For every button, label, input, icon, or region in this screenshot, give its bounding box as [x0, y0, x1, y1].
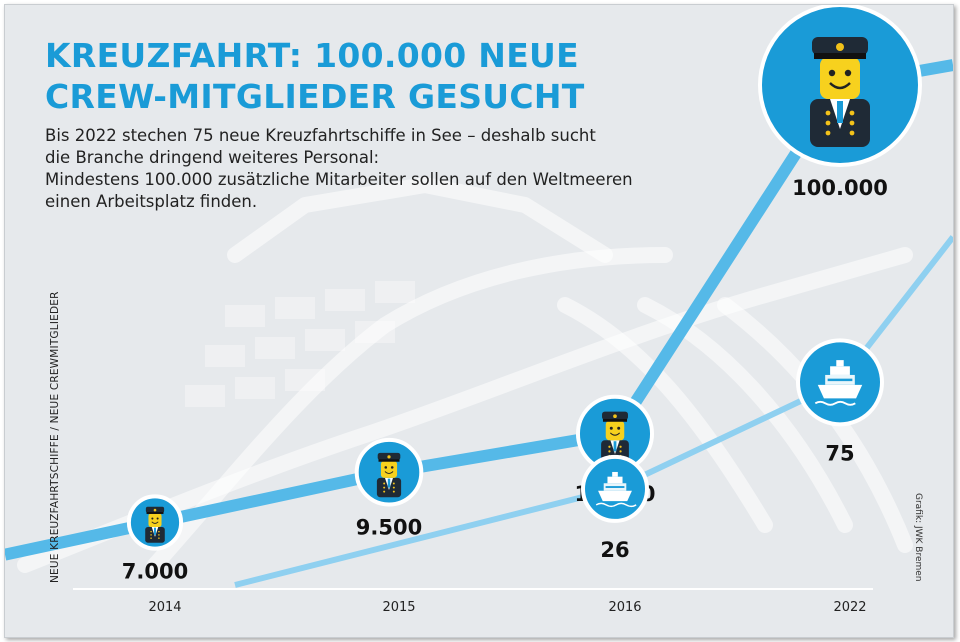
crew-value-label: 9.500 [356, 516, 422, 540]
ship-data-point [581, 454, 649, 523]
crew-data-point [354, 437, 424, 507]
page-title: KREUZFAHRT: 100.000 NEUE CREW-MITGLIEDER… [45, 35, 685, 117]
crew-value-label: 100.000 [792, 176, 888, 200]
x-tick-label: 2016 [608, 600, 641, 615]
x-tick-label: 2015 [382, 600, 415, 615]
chart-plot: 7.0009.50012.000100.00026752014201520162… [5, 5, 953, 615]
series-line-ships [234, 235, 953, 588]
crew-captain-icon [376, 452, 402, 498]
infographic-frame: 7.0009.50012.000100.00026752014201520162… [4, 4, 954, 638]
intro-line: Bis 2022 stechen 75 neue Kreuzfahrtschif… [45, 126, 596, 145]
crew-captain-icon [810, 37, 870, 147]
title-line-1: KREUZFAHRT: 100.000 NEUE [45, 36, 579, 75]
crew-captain-icon [145, 506, 165, 543]
title-line-2: CREW-MITGLIEDER GESUCHT [45, 77, 585, 116]
ship-data-point [796, 338, 884, 427]
intro-text: Bis 2022 stechen 75 neue Kreuzfahrtschif… [45, 125, 725, 213]
ship-value-label: 75 [825, 441, 854, 465]
y-axis-label: NEUE KREUZFAHRTSCHIFFE / NEUE CREWMITGLI… [49, 291, 61, 583]
ship-value-label: 26 [600, 538, 629, 562]
crew-data-point [126, 494, 184, 551]
intro-line: Mindestens 100.000 zusätzliche Mitarbeit… [45, 170, 633, 189]
intro-line: einen Arbeitsplatz finden. [45, 192, 258, 211]
source-credit: Grafik: JWK Bremen [913, 493, 923, 582]
crew-value-label: 7.000 [122, 560, 188, 584]
intro-line: die Branche dringend weiteres Personal: [45, 148, 380, 167]
x-tick-label: 2022 [833, 600, 866, 615]
cruise-ship-icon [814, 360, 863, 406]
cruise-ship-icon [595, 471, 637, 508]
x-tick-label: 2014 [148, 600, 181, 615]
crew-data-point [758, 5, 922, 167]
